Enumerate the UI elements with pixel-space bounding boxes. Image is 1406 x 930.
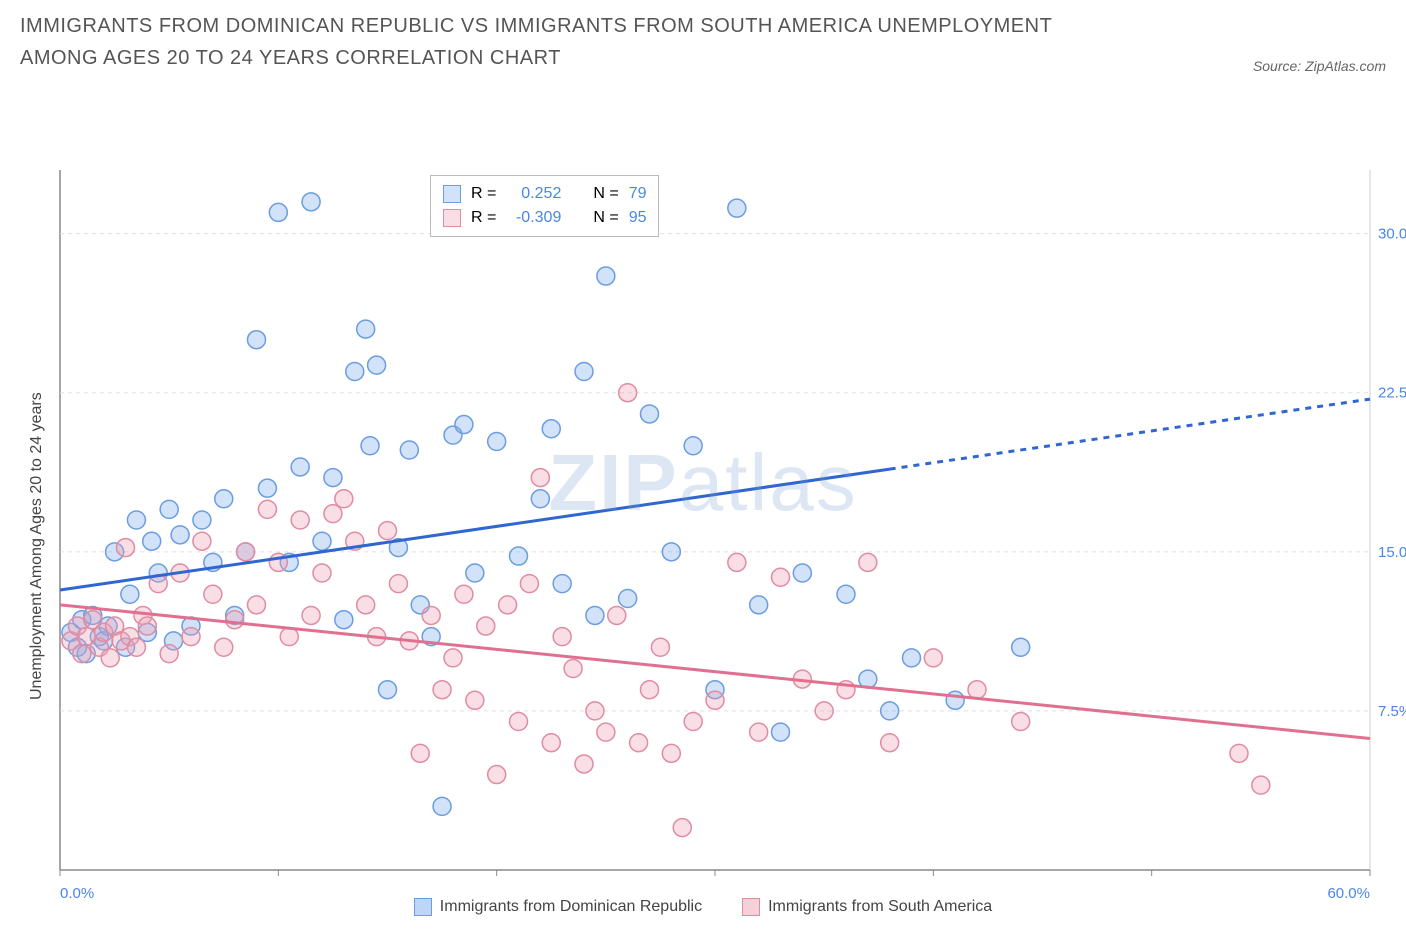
legend: Immigrants from Dominican Republic Immigr… <box>0 898 1406 916</box>
svg-text:7.5%: 7.5% <box>1378 703 1406 720</box>
svg-text:22.5%: 22.5% <box>1378 385 1406 402</box>
n-value: 79 <box>629 182 647 206</box>
source-label: Source: ZipAtlas.com <box>1253 58 1386 74</box>
chart-container: 7.5%15.0%22.5%30.0%0.0%60.0% ZIPatlas Un… <box>0 80 1406 920</box>
r-value: 0.252 <box>506 182 561 206</box>
n-label: N = <box>593 206 618 230</box>
svg-text:30.0%: 30.0% <box>1378 226 1406 243</box>
stats-row: R = -0.309 N = 95 <box>443 206 646 230</box>
chart-title: IMMIGRANTS FROM DOMINICAN REPUBLIC VS IM… <box>20 10 1120 74</box>
legend-swatch <box>414 898 432 916</box>
legend-label: Immigrants from Dominican Republic <box>440 898 702 916</box>
title-area: IMMIGRANTS FROM DOMINICAN REPUBLIC VS IM… <box>0 0 1406 80</box>
y-axis-title: Unemployment Among Ages 20 to 24 years <box>28 392 46 700</box>
correlation-stats-box: R = 0.252 N = 79 R = -0.309 N = 95 <box>430 175 659 237</box>
legend-label: Immigrants from South America <box>768 898 992 916</box>
svg-text:15.0%: 15.0% <box>1378 544 1406 561</box>
scatter-chart: 7.5%15.0%22.5%30.0%0.0%60.0% <box>0 80 1406 920</box>
r-value: -0.309 <box>506 206 561 230</box>
legend-item: Immigrants from South America <box>742 898 992 916</box>
r-label: R = <box>471 206 496 230</box>
r-label: R = <box>471 182 496 206</box>
n-value: 95 <box>629 206 647 230</box>
series-swatch <box>443 209 461 227</box>
series-swatch <box>443 185 461 203</box>
legend-swatch <box>742 898 760 916</box>
stats-row: R = 0.252 N = 79 <box>443 182 646 206</box>
n-label: N = <box>593 182 618 206</box>
legend-item: Immigrants from Dominican Republic <box>414 898 702 916</box>
